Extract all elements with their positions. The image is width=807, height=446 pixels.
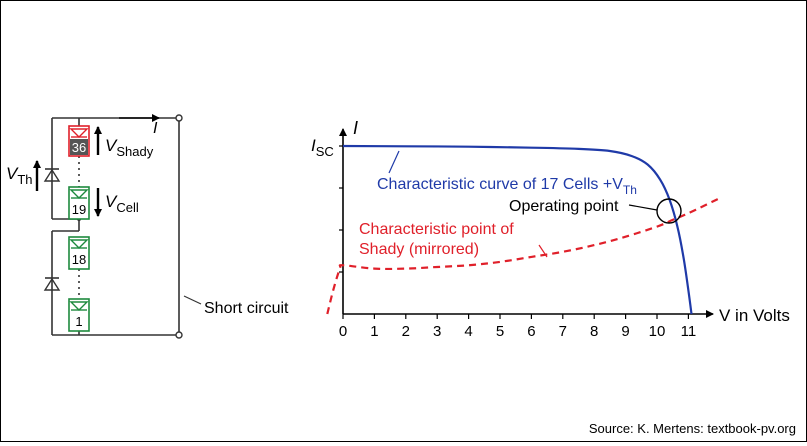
x-tick-label: 9: [621, 323, 629, 340]
cell-18-label: 18: [72, 252, 86, 267]
blue-curve-label: Characteristic curve of 17 Cells +VTh: [377, 176, 637, 197]
red-mirrored-curve: [326, 197, 721, 315]
short-circuit-leader: [183, 295, 202, 305]
x-tick-label: 11: [681, 323, 697, 340]
blue-iv-curve: [342, 144, 693, 315]
x-axis-ticks: [342, 314, 690, 319]
current-label: I: [153, 120, 158, 137]
x-tick-label: 6: [527, 323, 535, 340]
red-curve-leader: [538, 244, 548, 258]
v-th-label: VTh: [6, 164, 33, 187]
bypass-diode-upper: [43, 168, 61, 182]
cell-36: 36: [68, 125, 90, 157]
operating-point-leader: [628, 204, 658, 211]
v-cell-label: VCell: [105, 192, 139, 215]
bypass-diode-lower: [43, 277, 61, 291]
x-tick-labels: 0 1 2 3 4 5 6 7 8 9 10 11: [339, 323, 696, 340]
v-shady-label: VShady: [105, 136, 154, 159]
terminal-top: [175, 114, 183, 122]
y-axis-label: I: [353, 118, 358, 138]
blue-curve-leader: [388, 150, 400, 174]
isc-label: ISC: [311, 136, 334, 159]
cell-19-label: 19: [72, 202, 86, 217]
y-axis-ticks: [339, 145, 343, 273]
short-circuit-label: Short circuit: [204, 300, 289, 317]
x-tick-label: 5: [496, 323, 504, 340]
x-tick-label: 4: [464, 323, 472, 340]
x-tick-label: 0: [339, 323, 347, 340]
operating-point-label: Operating point: [509, 198, 619, 215]
x-tick-label: 10: [649, 323, 666, 340]
red-curve-label-line1: Characteristic point of: [359, 221, 514, 238]
cell-19: 19: [68, 186, 90, 220]
operating-point-marker: [656, 198, 682, 224]
x-tick-label: 3: [433, 323, 441, 340]
red-curve-label-line2: Shady (mirrored): [359, 241, 479, 258]
cell-18: 18: [68, 236, 90, 270]
iv-chart: 0 1 2 3 4 5 6 7 8 9 10 11 I ISC V in Volts Characte…: [311, 118, 790, 340]
series-layer: [326, 144, 721, 315]
x-axis-label: V in Volts: [719, 306, 790, 325]
cell-1-label: 1: [75, 314, 82, 329]
x-tick-label: 7: [559, 323, 567, 340]
cell-1: 1: [68, 298, 90, 332]
cell-36-label: 36: [72, 140, 86, 155]
source-caption: Source: K. Mertens: textbook-pv.org: [589, 421, 796, 436]
terminal-bottom: [175, 331, 183, 339]
x-tick-label: 1: [370, 323, 378, 340]
x-tick-label: 2: [402, 323, 410, 340]
x-tick-label: 8: [590, 323, 598, 340]
